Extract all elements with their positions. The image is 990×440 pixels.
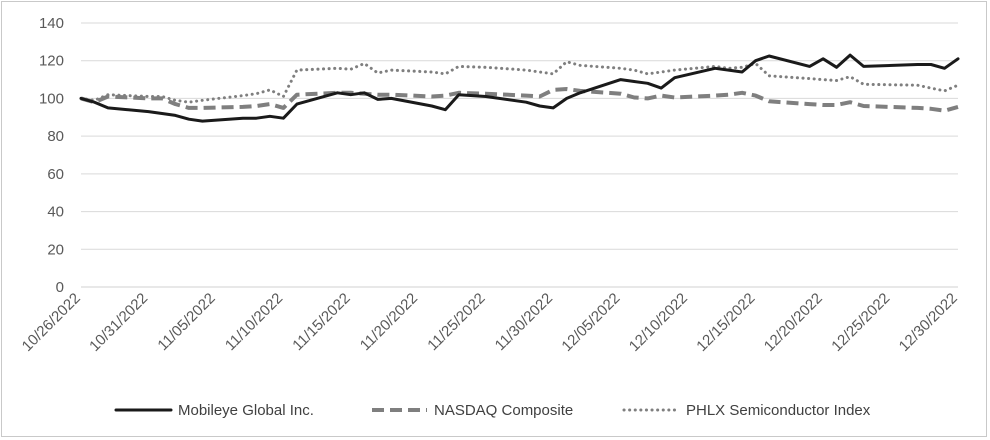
legend-item: Mobileye Global Inc. (114, 402, 314, 419)
x-tick-label: 11/05/2022 (154, 290, 218, 354)
x-tick-label: 12/20/2022 (761, 290, 826, 355)
x-tick-label: 11/25/2022 (424, 290, 488, 354)
y-tick-label: 20 (47, 241, 64, 258)
legend-label: NASDAQ Composite (434, 402, 573, 419)
legend-label: Mobileye Global Inc. (178, 402, 314, 419)
series-line (79, 53, 960, 123)
x-tick-label: 12/05/2022 (558, 290, 623, 355)
series-line (79, 60, 960, 104)
x-tick-label: 12/10/2022 (626, 290, 691, 355)
x-tick-label: 12/15/2022 (693, 290, 758, 355)
y-tick-label: 40 (47, 204, 64, 221)
y-tick-label: 140 (39, 15, 64, 32)
y-tick-label: 60 (47, 166, 64, 183)
y-tick-label: 80 (47, 128, 64, 145)
legend-item: PHLX Semiconductor Index (622, 402, 871, 419)
x-tick-label: 10/26/2022 (19, 290, 84, 355)
x-tick-label: 11/15/2022 (289, 290, 353, 354)
series-dotted (79, 60, 960, 104)
y-tick-label: 0 (56, 279, 64, 296)
x-tick-label: 11/20/2022 (357, 290, 421, 354)
legend-item: NASDAQ Composite (372, 402, 573, 419)
x-tick-label: 10/31/2022 (86, 290, 151, 355)
x-tick-label: 11/30/2022 (492, 290, 556, 354)
legend-label: PHLX Semiconductor Index (686, 402, 871, 419)
x-tick-label: 12/30/2022 (896, 290, 961, 355)
legend: Mobileye Global Inc. NASDAQ Composite PHLX… (114, 402, 871, 419)
y-tick-label: 100 (39, 90, 64, 107)
x-tick-label: 12/25/2022 (828, 290, 893, 355)
series-solid (79, 53, 960, 123)
series-line (80, 87, 959, 113)
y-tick-label: 120 (39, 53, 64, 70)
plot-area (79, 53, 960, 123)
x-axis: 10/26/2022 10/31/2022 11/05/2022 11/10/2022… (19, 286, 961, 355)
series-dashed (80, 87, 959, 113)
y-axis: 0 20 40 60 80 100 120 140 (39, 15, 64, 296)
x-tick-label: 11/10/2022 (222, 290, 286, 354)
